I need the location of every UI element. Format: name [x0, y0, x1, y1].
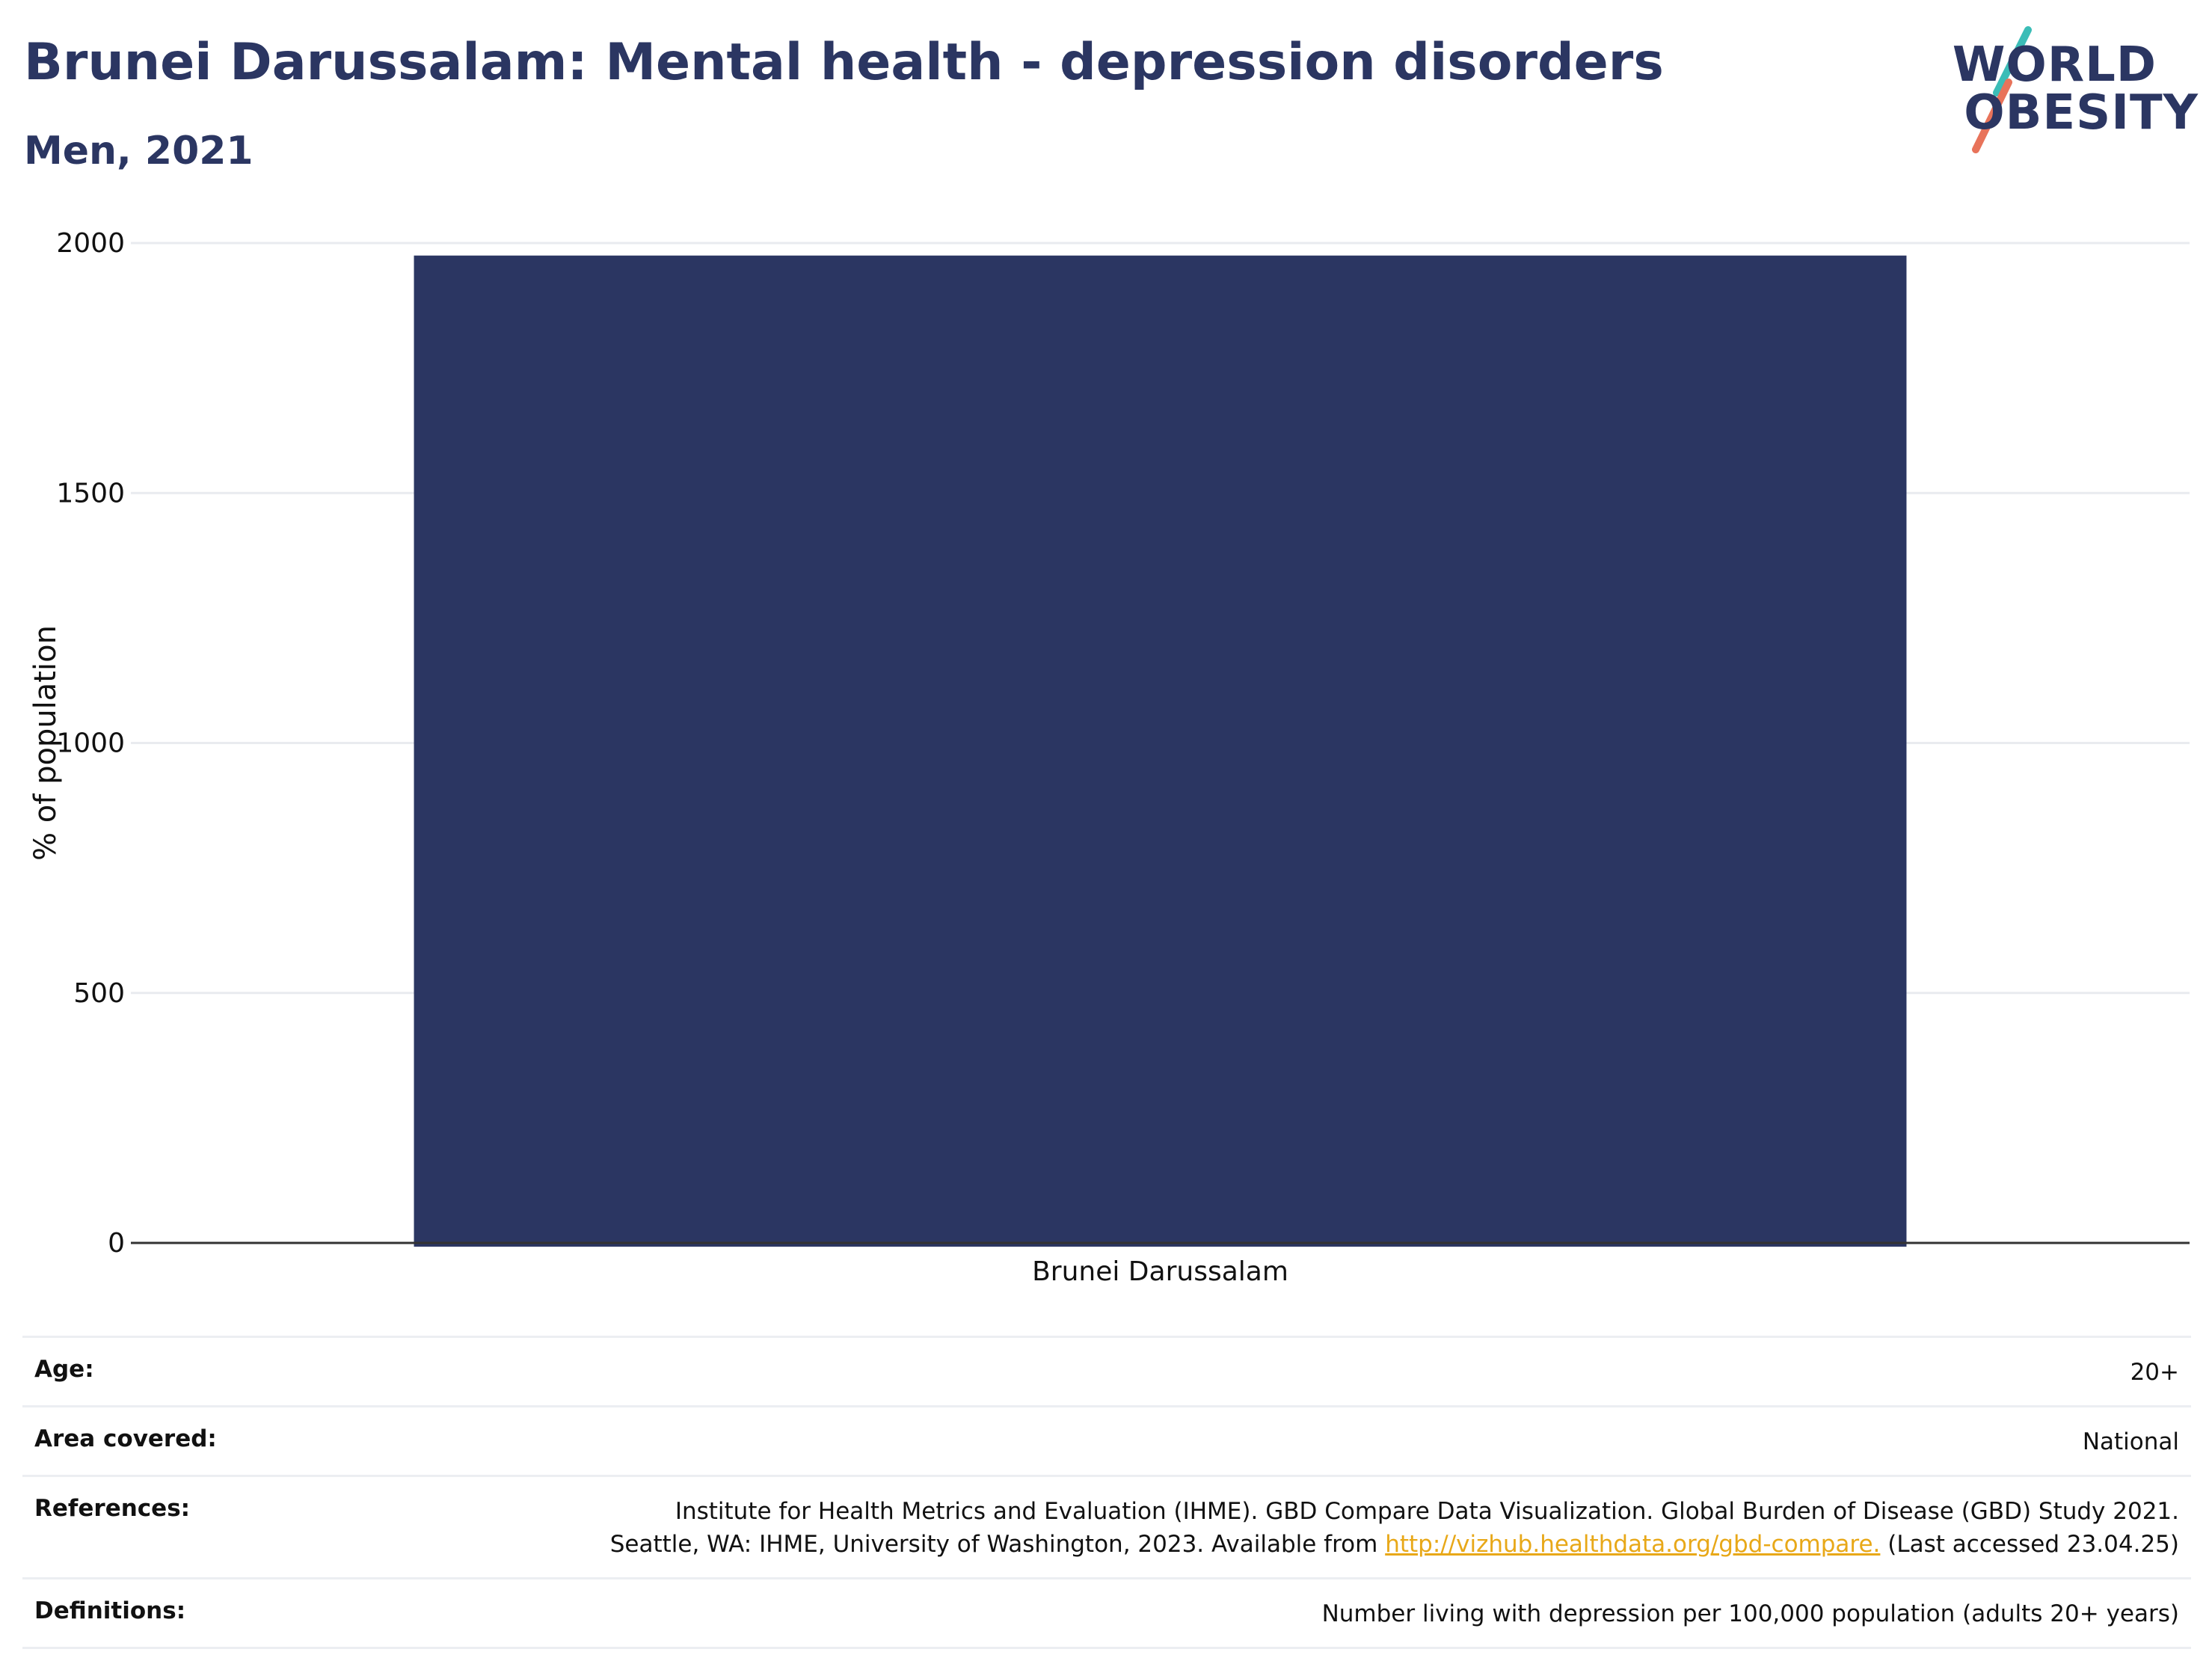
y-axis-title: % of population — [28, 625, 63, 861]
y-tick-labels: 0 500 1000 1500 2000 — [56, 228, 125, 1259]
meta-age-label: Age: — [34, 1356, 94, 1383]
reference-line-2-end: (Last accessed 23.04.25) — [1880, 1531, 2179, 1558]
meta-row-age: Age: 20+ — [22, 1336, 2191, 1405]
world-obesity-logo: WORLD OBESITY — [1944, 21, 2199, 163]
reference-line-1: Institute for Health Metrics and Evaluat… — [675, 1498, 2179, 1525]
logo-word-obesity: OBESITY — [1964, 85, 2199, 141]
bars — [414, 255, 1907, 1247]
y-tick-label: 0 — [108, 1228, 125, 1259]
y-tick-label: 1000 — [56, 728, 125, 759]
reference-link[interactable]: http://vizhub.healthdata.org/gbd-compare… — [1385, 1531, 1881, 1558]
chart-title: Brunei Darussalam: Mental health - depre… — [24, 33, 1664, 92]
meta-area-value: National — [2082, 1428, 2179, 1455]
meta-age-value: 20+ — [2130, 1359, 2179, 1386]
y-tick-label: 1500 — [56, 478, 125, 509]
metadata-table: Age: 20+ Area covered: National Referenc… — [22, 1336, 2191, 1649]
meta-row-references: References: Institute for Health Metrics… — [22, 1475, 2191, 1577]
reference-line-2-start: Seattle, WA: IHME, University of Washing… — [609, 1531, 1386, 1558]
bar — [414, 255, 1907, 1247]
meta-area-label: Area covered: — [34, 1425, 217, 1452]
meta-definitions-value: Number living with depression per 100,00… — [1321, 1600, 2179, 1627]
meta-row-area: Area covered: National — [22, 1405, 2191, 1475]
meta-row-definitions: Definitions: Number living with depressi… — [22, 1577, 2191, 1649]
chart-subtitle: Men, 2021 — [24, 129, 254, 174]
logo-slash-icon — [1972, 26, 2032, 153]
meta-definitions-label: Definitions: — [34, 1597, 186, 1624]
x-tick-labels: Brunei Darussalam — [1032, 1256, 1288, 1287]
logo-word-world: WORLD — [1952, 37, 2157, 93]
y-tick-label: 2000 — [56, 228, 125, 259]
meta-references-value: Institute for Health Metrics and Evaluat… — [610, 1495, 2179, 1561]
meta-references-label: References: — [34, 1495, 191, 1522]
x-tick-label: Brunei Darussalam — [1032, 1256, 1288, 1287]
y-tick-label: 500 — [73, 978, 125, 1009]
bar-chart: 0 500 1000 1500 2000 Brunei Darussalam % of … — [28, 228, 2190, 1287]
